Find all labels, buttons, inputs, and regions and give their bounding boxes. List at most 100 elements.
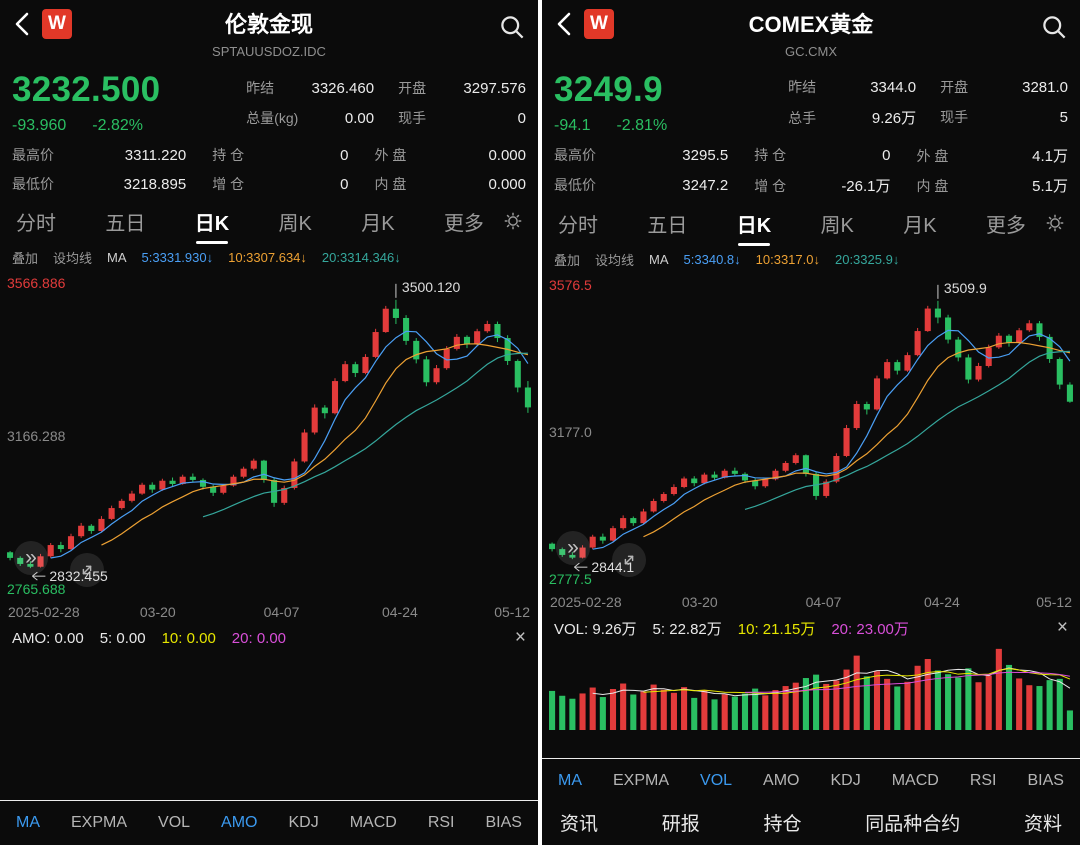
x-axis-labels: 2025-02-28 03-20 04-07 04-24 05-12: [542, 591, 1080, 614]
indicator-tab-rsi[interactable]: RSI: [969, 772, 997, 789]
axis-min-label: 2765.688: [7, 581, 66, 597]
search-icon[interactable]: [1041, 14, 1068, 41]
set-ma-button[interactable]: 设均线: [595, 252, 635, 268]
indicator-tab-bias[interactable]: BIAS: [1027, 772, 1064, 789]
x-axis-label: 2025-02-28: [550, 594, 622, 610]
x-axis-label: 04-07: [805, 594, 842, 610]
overlay-button[interactable]: 叠加: [12, 250, 39, 266]
indicator-tab-amo[interactable]: AMO: [763, 772, 800, 789]
overlay-button[interactable]: 叠加: [554, 252, 581, 268]
x-axis-label: 04-24: [381, 604, 418, 620]
wind-app-logo[interactable]: W: [584, 9, 614, 39]
axis-min-label: 2777.5: [549, 571, 592, 587]
bottom-nav-item[interactable]: 持仓: [763, 813, 802, 835]
field-label: 开盘: [398, 79, 427, 96]
period-tab-zhouk[interactable]: 周K: [278, 212, 312, 235]
period-tab-more[interactable]: 更多: [985, 214, 1026, 237]
scroll-history-button[interactable]: »: [14, 541, 48, 575]
bottom-nav-item[interactable]: 资料: [1023, 813, 1062, 835]
x-axis-label: 05-12: [1036, 594, 1072, 610]
amo-indicator-readout: AMO: 0.00 5: 0.00 10: 0.00 20: 0.00 ×: [0, 624, 538, 652]
period-tab-yuek[interactable]: 月K: [361, 212, 395, 235]
gear-icon[interactable]: [502, 210, 524, 232]
indicator-tab-macd[interactable]: MACD: [349, 814, 397, 831]
quote-field: 内 盘 0.000: [375, 174, 526, 194]
indicator-tab-kdj[interactable]: KDJ: [288, 814, 319, 831]
field-label: 最低价: [12, 176, 54, 192]
svg-text:3500.120: 3500.120: [402, 279, 461, 295]
field-label: 最高价: [12, 147, 54, 163]
wind-app-logo[interactable]: W: [42, 9, 72, 39]
indicator-tab-ma[interactable]: MA: [558, 772, 582, 789]
field-label: 现手: [940, 109, 969, 125]
search-icon[interactable]: [499, 14, 526, 41]
volume-chart[interactable]: [542, 642, 1080, 732]
back-icon[interactable]: [554, 10, 574, 38]
quote-field: 持 仓 0: [212, 145, 348, 165]
candlestick-chart[interactable]: 3500.120 2832.455 3566.886 3166.288 2765.…: [0, 270, 538, 601]
set-ma-button[interactable]: 设均线: [53, 250, 93, 266]
quote-field: 现手 0: [398, 108, 526, 128]
field-value: 9.26万: [871, 110, 917, 127]
field-value: 0: [517, 109, 526, 127]
gear-icon[interactable]: [1044, 212, 1066, 234]
bottom-nav-item[interactable]: 资讯: [560, 813, 599, 835]
quote-panel-comex-gold: W COMEX黄金 GC.CMX 3249.9 -94.1 -2.81% 昨结 3…: [542, 0, 1080, 845]
period-tab-wuri[interactable]: 五日: [647, 214, 688, 237]
svg-text:3509.9: 3509.9: [944, 280, 987, 296]
ma5-value: 5:3331.930↓: [141, 249, 214, 265]
field-value: 3326.460: [311, 79, 375, 97]
indicator-tab-kdj[interactable]: KDJ: [830, 772, 861, 789]
indicator-value: 5: 22.82万: [652, 620, 722, 638]
period-tab-fenshi[interactable]: 分时: [16, 212, 56, 235]
quote-field: 最低价 3247.2: [554, 175, 728, 196]
field-label: 内 盘: [916, 178, 949, 194]
period-tab-bar: 分时 五日 日K 周K 月K 更多: [0, 198, 538, 244]
indicator-tab-expma[interactable]: EXPMA: [71, 814, 128, 831]
scroll-history-button[interactable]: »: [556, 531, 590, 565]
quote-field: 现手 5: [940, 107, 1068, 128]
indicator-tab-rsi[interactable]: RSI: [427, 814, 455, 831]
bottom-nav-item[interactable]: 同品种合约: [865, 813, 961, 835]
indicator-tab-vol[interactable]: VOL: [700, 772, 733, 789]
close-icon[interactable]: ×: [1056, 617, 1068, 638]
price-change: -93.960: [12, 117, 67, 134]
field-value: 5: [1059, 109, 1068, 126]
period-tab-fenshi[interactable]: 分时: [558, 214, 598, 237]
indicator-value: 10: 21.15万: [737, 620, 816, 638]
period-tab-yuek[interactable]: 月K: [903, 214, 937, 237]
period-tab-rik[interactable]: 日K: [193, 203, 231, 244]
indicator-tab-ma[interactable]: MA: [16, 814, 40, 831]
quote-field: 外 盘 4.1万: [917, 145, 1068, 166]
indicator-tab-macd[interactable]: MACD: [891, 772, 939, 789]
close-icon[interactable]: ×: [514, 627, 526, 648]
candles-svg: 3509.9 2844.1: [549, 280, 1073, 575]
period-tab-rik[interactable]: 日K: [735, 205, 773, 246]
indicator-tab-vol[interactable]: VOL: [158, 814, 191, 831]
ma10-value: 10:3317.0↓: [755, 251, 820, 267]
x-axis-label: 03-20: [139, 604, 176, 620]
field-value: 0: [340, 176, 349, 193]
price-change-pct: -2.81%: [616, 117, 668, 134]
bottom-nav-bar: 资讯 研报 持仓 同品种合约 资料: [542, 803, 1080, 845]
indicator-tab-bias[interactable]: BIAS: [485, 814, 522, 831]
fullscreen-icon[interactable]: [70, 553, 104, 587]
svg-text:2844.1: 2844.1: [591, 559, 634, 575]
quote-field: 增 仓 0: [212, 174, 348, 194]
quote-field-row: 最低价 3218.895 增 仓 0 内 盘 0.000: [12, 174, 526, 194]
candlestick-chart[interactable]: 3509.9 2844.1 3576.5 3177.0 2777.5 »: [542, 272, 1080, 591]
x-axis-labels: 2025-02-28 03-20 04-07 04-24 05-12: [0, 601, 538, 624]
back-icon[interactable]: [12, 10, 32, 38]
period-tab-more[interactable]: 更多: [443, 212, 484, 235]
fullscreen-icon[interactable]: [612, 543, 646, 577]
field-value: 0: [340, 147, 349, 164]
indicator-value: 20: 23.00万: [831, 620, 909, 638]
indicator-tab-amo[interactable]: AMO: [221, 814, 258, 831]
indicator-value: 20: 0.00: [231, 629, 287, 647]
indicator-tab-expma[interactable]: EXPMA: [613, 772, 670, 789]
field-value: 0: [882, 147, 891, 164]
period-tab-wuri[interactable]: 五日: [105, 212, 146, 235]
quote-field: 内 盘 5.1万: [917, 175, 1068, 196]
period-tab-zhouk[interactable]: 周K: [820, 214, 854, 237]
bottom-nav-item[interactable]: 研报: [661, 813, 700, 835]
